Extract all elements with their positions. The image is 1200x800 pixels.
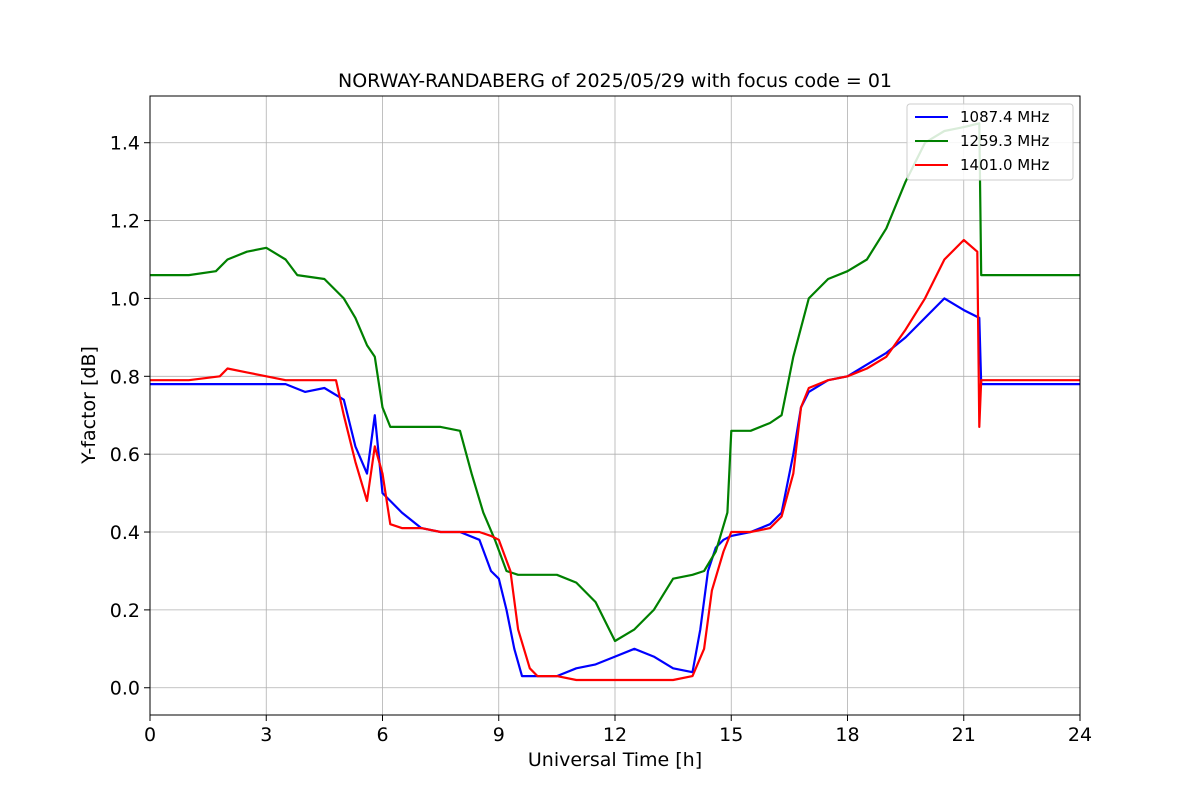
legend: 1087.4 MHz 1259.3 MHz 1401.0 MHz — [906, 103, 1074, 181]
y-tick-label: 1.4 — [110, 133, 140, 155]
x-tick-label: 21 — [952, 724, 976, 746]
chart-title: NORWAY-RANDABERG of 2025/05/29 with focu… — [338, 70, 892, 92]
y-tick-label: 1.2 — [110, 211, 140, 233]
x-tick-label: 3 — [260, 724, 272, 746]
y-axis-ticks: 0.0 0.2 0.4 0.6 0.8 1.0 1.2 1.4 — [110, 133, 150, 700]
x-axis-ticks: 0 3 6 9 12 15 18 21 24 — [144, 715, 1092, 746]
x-tick-label: 18 — [835, 724, 859, 746]
x-axis-label: Universal Time [h] — [528, 749, 702, 771]
y-tick-label: 0.2 — [110, 600, 140, 622]
x-tick-label: 9 — [493, 724, 505, 746]
series-line-3 — [150, 238, 1080, 682]
legend-box — [906, 103, 1074, 181]
x-tick-label: 12 — [603, 724, 627, 746]
plot-series — [150, 122, 1080, 682]
legend-entry-1087: 1087.4 MHz — [960, 108, 1049, 126]
x-tick-label: 0 — [144, 724, 156, 746]
x-tick-label: 15 — [719, 724, 743, 746]
y-tick-label: 0.6 — [110, 444, 140, 466]
legend-entry-1401: 1401.0 MHz — [960, 156, 1049, 174]
series-line-2 — [150, 122, 1080, 643]
y-tick-label: 0.0 — [110, 678, 140, 700]
y-tick-label: 0.8 — [110, 366, 140, 388]
y-tick-label: 1.0 — [110, 288, 140, 310]
y-tick-label: 0.4 — [110, 522, 140, 544]
legend-entry-1259: 1259.3 MHz — [960, 132, 1049, 150]
x-tick-label: 6 — [376, 724, 388, 746]
series-line-1 — [150, 297, 1080, 678]
y-axis-label: Y-factor [dB] — [78, 346, 100, 465]
x-tick-label: 24 — [1068, 724, 1092, 746]
